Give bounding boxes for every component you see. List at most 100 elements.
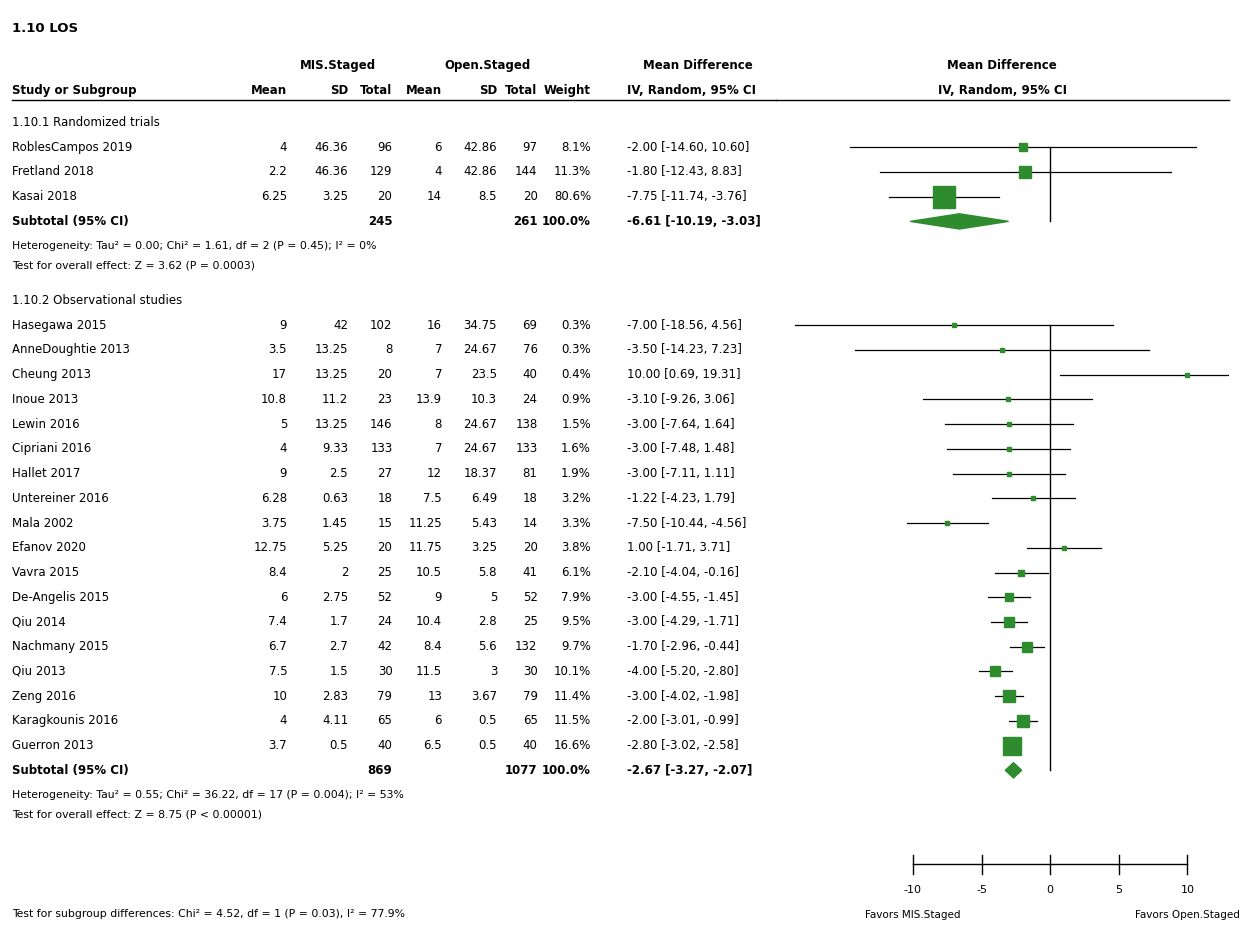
Text: 9: 9 [434,591,442,604]
Text: SD: SD [330,84,349,97]
Text: 46.36: 46.36 [315,141,349,154]
Text: -3.10 [-9.26, 3.06]: -3.10 [-9.26, 3.06] [627,393,735,406]
Text: SD: SD [479,84,498,97]
Text: 81: 81 [522,467,537,480]
Text: 65: 65 [377,714,392,728]
Text: Qiu 2014: Qiu 2014 [12,615,66,629]
Text: 40: 40 [522,739,537,752]
Text: 1.10 LOS: 1.10 LOS [12,22,78,35]
Text: 133: 133 [370,442,392,456]
Text: Hasegawa 2015: Hasegawa 2015 [12,319,107,332]
Text: 1.10.2 Observational studies: 1.10.2 Observational studies [12,294,182,307]
Text: 40: 40 [522,368,537,381]
Text: 146: 146 [370,417,392,431]
Text: 261: 261 [513,215,537,228]
Text: 2: 2 [341,566,349,579]
Text: 9: 9 [279,319,287,332]
Text: -4.00 [-5.20, -2.80]: -4.00 [-5.20, -2.80] [627,665,738,678]
Text: 10.8: 10.8 [261,393,287,406]
Text: -10: -10 [903,885,922,895]
Text: 10.4: 10.4 [416,615,442,629]
Text: 20: 20 [522,541,537,554]
Text: 6: 6 [434,141,442,154]
Text: Fretland 2018: Fretland 2018 [12,165,94,179]
Text: 6.25: 6.25 [261,190,287,204]
Text: 18.37: 18.37 [464,467,498,480]
Text: 7: 7 [434,368,442,381]
Text: -3.00 [-7.11, 1.11]: -3.00 [-7.11, 1.11] [627,467,735,480]
Text: Study or Subgroup: Study or Subgroup [12,84,137,97]
Text: 2.5: 2.5 [330,467,349,480]
Text: 0.5: 0.5 [479,739,498,752]
Text: Mean: Mean [251,84,287,97]
Text: -2.80 [-3.02, -2.58]: -2.80 [-3.02, -2.58] [627,739,738,752]
Text: Test for subgroup differences: Chi² = 4.52, df = 1 (P = 0.03), I² = 77.9%: Test for subgroup differences: Chi² = 4.… [12,909,406,919]
Text: 13.25: 13.25 [315,417,349,431]
Text: Efanov 2020: Efanov 2020 [12,541,87,554]
Text: 0.3%: 0.3% [561,343,591,357]
Text: 1.7: 1.7 [329,615,349,629]
Text: Total: Total [505,84,537,97]
Text: 8.4: 8.4 [268,566,287,579]
Text: Karagkounis 2016: Karagkounis 2016 [12,714,119,728]
Text: 8.4: 8.4 [423,640,442,653]
Text: -3.00 [-7.64, 1.64]: -3.00 [-7.64, 1.64] [627,417,735,431]
Text: 10.3: 10.3 [472,393,498,406]
Text: -3.00 [-4.55, -1.45]: -3.00 [-4.55, -1.45] [627,591,738,604]
Text: Heterogeneity: Tau² = 0.00; Chi² = 1.61, df = 2 (P = 0.45); I² = 0%: Heterogeneity: Tau² = 0.00; Chi² = 1.61,… [12,242,377,251]
Text: 0: 0 [1046,885,1054,895]
Text: 12.75: 12.75 [253,541,287,554]
Text: 16: 16 [427,319,442,332]
Text: 12: 12 [427,467,442,480]
Text: 102: 102 [370,319,392,332]
Text: 8.5: 8.5 [479,190,498,204]
Text: 42: 42 [334,319,349,332]
Text: 23.5: 23.5 [472,368,498,381]
Polygon shape [911,214,1009,229]
Text: 52: 52 [377,591,392,604]
Text: 76: 76 [522,343,537,357]
Text: 6.28: 6.28 [261,492,287,505]
Text: 3.25: 3.25 [323,190,349,204]
Text: 245: 245 [367,215,392,228]
Text: 13.25: 13.25 [315,343,349,357]
Text: 5: 5 [1116,885,1122,895]
Text: -7.00 [-18.56, 4.56]: -7.00 [-18.56, 4.56] [627,319,742,332]
Text: 0.3%: 0.3% [561,319,591,332]
Text: 11.25: 11.25 [408,516,442,530]
Text: 41: 41 [522,566,537,579]
Text: 25: 25 [377,566,392,579]
Text: 79: 79 [377,689,392,703]
Text: 25: 25 [522,615,537,629]
Text: 1.45: 1.45 [323,516,349,530]
Text: 23: 23 [377,393,392,406]
Text: 10.00 [0.69, 19.31]: 10.00 [0.69, 19.31] [627,368,741,381]
Text: 6.5: 6.5 [423,739,442,752]
Text: -3.00 [-4.29, -1.71]: -3.00 [-4.29, -1.71] [627,615,738,629]
Text: 3.3%: 3.3% [561,516,591,530]
Text: Hallet 2017: Hallet 2017 [12,467,81,480]
Text: 97: 97 [522,141,537,154]
Text: -2.00 [-3.01, -0.99]: -2.00 [-3.01, -0.99] [627,714,738,728]
Polygon shape [1005,763,1021,778]
Text: 138: 138 [515,417,537,431]
Text: 4.11: 4.11 [321,714,349,728]
Text: 144: 144 [515,165,537,179]
Text: 0.5: 0.5 [330,739,349,752]
Text: 10.1%: 10.1% [553,665,591,678]
Text: 20: 20 [377,368,392,381]
Text: -2.67 [-3.27, -2.07]: -2.67 [-3.27, -2.07] [627,764,752,777]
Text: 13: 13 [427,689,442,703]
Text: 100.0%: 100.0% [542,215,591,228]
Text: 1077: 1077 [505,764,537,777]
Text: 4: 4 [279,442,287,456]
Text: Subtotal (95% CI): Subtotal (95% CI) [12,764,129,777]
Text: 3.75: 3.75 [261,516,287,530]
Text: Kasai 2018: Kasai 2018 [12,190,77,204]
Text: 7.4: 7.4 [268,615,287,629]
Text: 3.67: 3.67 [470,689,498,703]
Text: 2.75: 2.75 [323,591,349,604]
Text: 18: 18 [377,492,392,505]
Text: Cipriani 2016: Cipriani 2016 [12,442,92,456]
Text: 18: 18 [522,492,537,505]
